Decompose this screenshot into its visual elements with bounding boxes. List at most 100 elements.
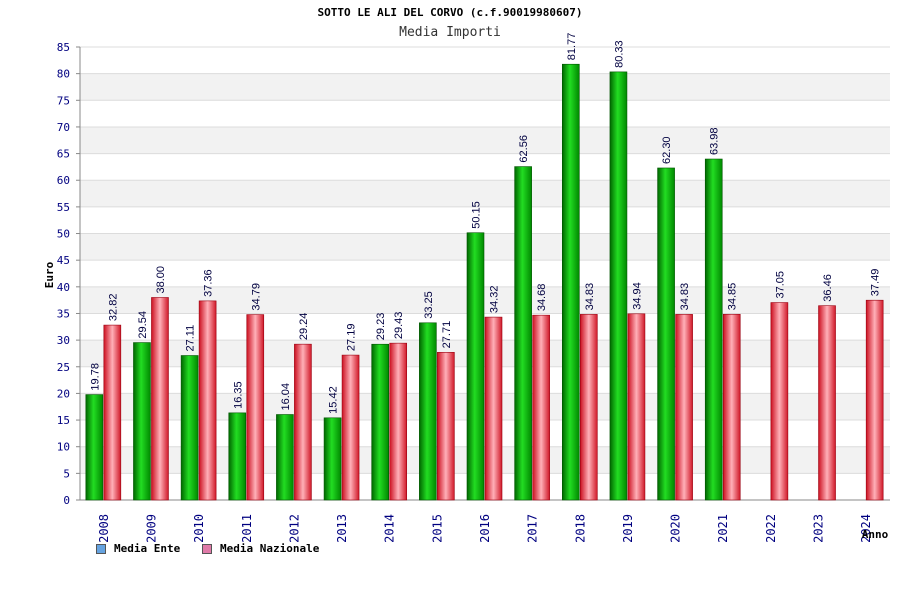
data-label-media-ente: 29.54 (137, 311, 149, 339)
bar-media-nazionale (198, 300, 217, 501)
y-axis-label: Euro (43, 261, 56, 288)
legend-label-media-ente: Media Ente (114, 542, 181, 555)
x-tick-label: 2012 (287, 514, 301, 543)
bar-media-nazionale (484, 316, 503, 501)
bar-media-nazionale (722, 313, 741, 501)
x-tick-label: 2010 (192, 514, 206, 543)
bar-media-nazionale (818, 305, 836, 501)
legend-label-media-nazionale: Media Nazionale (220, 542, 320, 555)
data-label-media-nazionale: 34.32 (489, 286, 501, 314)
x-tick-label: 2008 (97, 514, 111, 543)
y-tick-label: 25 (57, 361, 70, 374)
x-tick-label: 2022 (764, 514, 778, 543)
y-tick-label: 5 (63, 467, 70, 480)
bar-media-nazionale (341, 354, 360, 501)
data-label-media-ente: 19.78 (89, 363, 101, 391)
x-tick-label: 2009 (144, 514, 158, 543)
bar-media-ente (609, 71, 628, 501)
data-label-media-nazionale: 29.24 (298, 313, 310, 341)
x-tick-label: 2021 (716, 514, 730, 543)
data-label-media-nazionale: 38.00 (155, 266, 167, 294)
bar-media-nazionale (246, 314, 265, 501)
bar-media-ente (657, 167, 675, 501)
y-tick-label: 70 (57, 121, 70, 134)
x-tick-label: 2013 (335, 514, 349, 543)
grid-band (80, 73, 890, 101)
legend-item-media-nazionale: Media Nazionale (202, 542, 319, 555)
data-label-media-nazionale: 37.36 (203, 269, 215, 297)
data-label-media-nazionale: 34.79 (250, 283, 262, 311)
x-tick-label: 2020 (669, 514, 683, 543)
data-label-media-nazionale: 27.71 (441, 321, 453, 349)
bar-media-ente (514, 166, 532, 501)
data-label-media-ente: 80.33 (613, 40, 625, 68)
y-tick-label: 0 (63, 494, 70, 507)
data-label-media-nazionale: 34.68 (536, 284, 548, 312)
data-label-media-nazionale: 37.05 (774, 271, 786, 299)
chart-title: SOTTO LE ALI DEL CORVO (c.f.90019980607) (317, 6, 583, 19)
bar-media-ente (85, 394, 104, 501)
bar-media-ente (466, 232, 485, 501)
bar-media-ente (561, 63, 580, 501)
y-tick-label: 75 (57, 94, 70, 107)
chart-subtitle: Media Importi (399, 25, 501, 40)
x-tick-label: 2014 (383, 514, 397, 543)
bar-media-nazionale (532, 314, 550, 501)
data-label-media-ente: 50.15 (471, 201, 483, 229)
y-tick-label: 85 (57, 41, 70, 54)
bar-media-ente (133, 342, 151, 501)
y-tick-label: 60 (57, 174, 70, 187)
y-tick-label: 40 (57, 281, 70, 294)
data-label-media-ente: 62.56 (518, 135, 530, 163)
data-label-media-nazionale: 32.82 (107, 294, 119, 322)
x-tick-label: 2019 (621, 514, 635, 543)
bar-media-nazionale (770, 302, 789, 501)
legend-item-media-ente: Media Ente (96, 542, 180, 555)
y-tick-label: 50 (57, 228, 70, 241)
data-label-media-nazionale: 27.19 (346, 324, 358, 352)
x-tick-label: 2016 (478, 514, 492, 543)
data-label-media-ente: 15.42 (328, 386, 340, 414)
bar-media-nazionale (389, 342, 408, 501)
bar-media-nazionale (675, 314, 693, 501)
grid-band (80, 233, 890, 261)
x-tick-label: 2018 (573, 514, 587, 543)
y-tick-label: 80 (57, 68, 70, 81)
data-label-media-ente: 62.30 (661, 136, 673, 164)
data-label-media-nazionale: 34.94 (631, 282, 643, 310)
x-tick-label: 2017 (526, 514, 540, 543)
y-tick-label: 15 (57, 414, 70, 427)
bar-media-ente (323, 417, 342, 501)
x-tick-label: 2023 (812, 514, 826, 543)
y-tick-label: 55 (57, 201, 70, 214)
data-label-media-ente: 27.11 (185, 325, 197, 352)
y-tick-label: 30 (57, 334, 70, 347)
y-tick-label: 45 (57, 254, 70, 267)
bar-media-ente (228, 412, 247, 501)
x-axis-label: Anno (862, 528, 889, 541)
y-tick-label: 10 (57, 441, 70, 454)
data-label-media-nazionale: 34.83 (584, 283, 596, 311)
data-label-media-ente: 63.98 (709, 127, 721, 155)
y-tick-label: 65 (57, 148, 70, 161)
grid-band (80, 180, 890, 207)
grid-band (80, 126, 890, 154)
bar-media-ente (419, 322, 437, 501)
legend-swatch-media-nazionale (202, 543, 212, 554)
data-label-media-nazionale: 34.83 (679, 283, 691, 311)
bar-media-ente (371, 343, 390, 501)
data-label-media-ente: 29.23 (375, 313, 387, 341)
bar-media-nazionale (294, 343, 312, 501)
bar-media-ente (704, 158, 723, 501)
bar-media-nazionale (627, 313, 646, 501)
data-label-media-nazionale: 34.85 (727, 283, 739, 311)
bar-media-nazionale (151, 297, 169, 501)
bar-media-nazionale (103, 324, 122, 501)
data-label-media-ente: 33.25 (423, 291, 435, 319)
data-label-media-ente: 81.77 (566, 33, 578, 61)
bar-media-ente (180, 355, 199, 501)
bar-media-nazionale (579, 314, 598, 501)
data-label-media-ente: 16.04 (280, 383, 292, 411)
x-tick-label: 2011 (240, 514, 254, 543)
